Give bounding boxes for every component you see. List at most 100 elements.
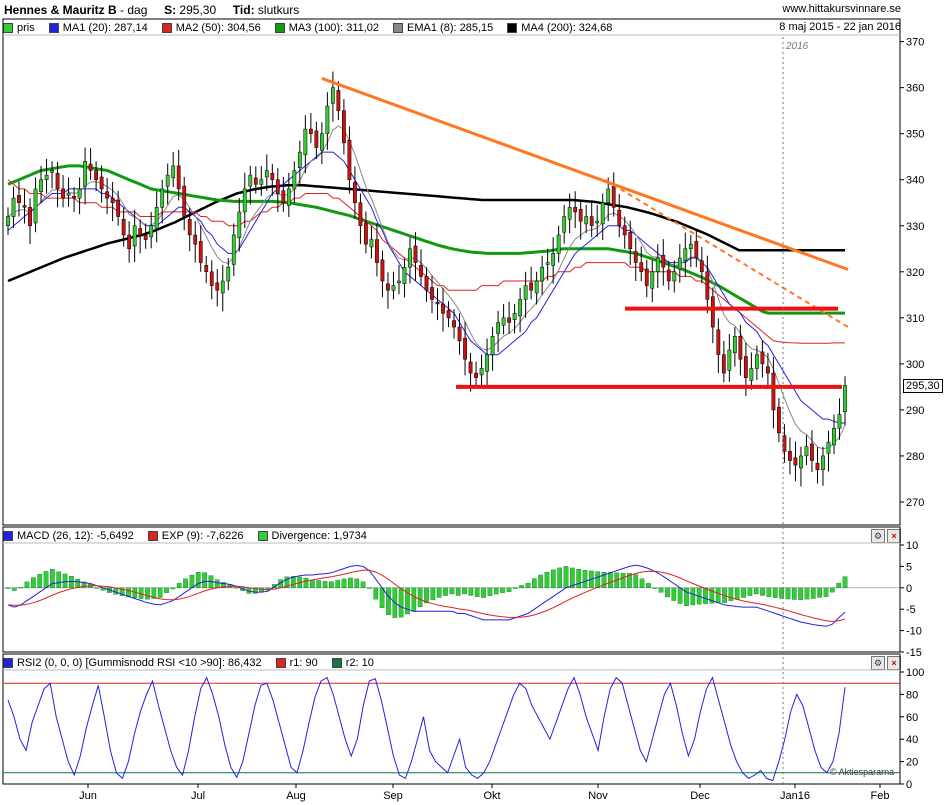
divergence-bar — [75, 578, 81, 588]
site-url[interactable]: www.hittakursvinnare.se — [782, 3, 901, 15]
candle-body — [518, 299, 523, 317]
xtick-label: Feb — [871, 790, 890, 802]
divergence-bar — [671, 587, 677, 601]
legend-label: EMA1 (8): 285,15 — [407, 22, 494, 34]
divergence-bar — [62, 573, 68, 588]
candle-body — [242, 188, 247, 213]
macd-ytick-label: 0 — [906, 583, 912, 595]
legend-label: RSI2 (0, 0, 0) [Gummisnodd RSI <10 >90]:… — [17, 657, 262, 669]
candle-body — [705, 271, 710, 300]
candle-body — [573, 207, 578, 213]
divergence-bar — [329, 581, 334, 588]
candle-body — [127, 234, 132, 250]
candle-body — [562, 216, 567, 233]
legend-label: MA3 (100): 311,02 — [288, 22, 380, 34]
s-label: S: — [164, 3, 177, 17]
candle-body — [799, 455, 803, 469]
candle-body — [683, 248, 688, 261]
candle-body — [584, 216, 589, 225]
divergence-bar — [646, 583, 651, 588]
divergence-bar — [550, 569, 556, 588]
candle-body — [821, 455, 825, 471]
legend-label: pris — [17, 22, 35, 34]
divergence-bar — [531, 578, 537, 588]
candle-body — [286, 188, 291, 206]
divergence-bar — [734, 587, 740, 600]
s-value: 295,30 — [179, 3, 217, 17]
divergence-bar — [829, 587, 835, 593]
rsi-ytick-label: 20 — [906, 757, 918, 769]
divergence-bar — [595, 571, 601, 588]
candle-body — [138, 228, 143, 236]
candle-body — [105, 191, 110, 199]
candle-body — [468, 361, 473, 374]
main-legend-item: MA3 (100): 311,02 — [274, 22, 380, 34]
legend-swatch — [393, 23, 404, 33]
candle-body — [430, 287, 434, 300]
candle-body — [215, 282, 220, 291]
divergence-bar — [290, 576, 296, 588]
candle-body — [22, 205, 27, 208]
divergence-bar — [284, 576, 290, 588]
divergence-bar — [303, 577, 309, 588]
macd-legend-item: Divergence: 1,9734 — [257, 530, 367, 542]
candle-body — [44, 174, 49, 180]
divergence-bar — [766, 587, 772, 597]
main-ytick-label: 310 — [906, 313, 924, 325]
main-legend-item: MA1 (20): 287,14 — [48, 22, 148, 34]
candle-body — [270, 173, 275, 180]
divergence-bar — [728, 587, 734, 601]
candle-body — [545, 262, 550, 265]
macd-ytick-label: 10 — [906, 540, 918, 552]
candle-body — [72, 196, 76, 199]
candle-body — [578, 208, 583, 222]
divergence-bar — [506, 587, 512, 592]
xtick-label: Jan16 — [780, 790, 810, 802]
divergence-bar — [24, 581, 30, 588]
candle-body — [738, 335, 743, 360]
candle-body — [193, 234, 198, 245]
candle-body — [479, 368, 484, 376]
candle-body — [633, 251, 638, 263]
candle-body — [837, 414, 842, 429]
divergence-bar — [779, 587, 784, 599]
legend-label: MA1 (20): 287,14 — [62, 22, 148, 34]
divergence-bar — [620, 572, 626, 588]
divergence-bar — [430, 587, 436, 601]
candle-body — [595, 220, 600, 224]
candle-body — [688, 243, 693, 250]
legend-swatch — [257, 531, 268, 541]
macd-ytick-label: -5 — [906, 604, 916, 616]
divergence-bar — [176, 583, 182, 588]
candle-body — [132, 225, 137, 247]
xtick-label: Dec — [690, 790, 710, 802]
macd-legend-item: EXP (9): -7,6226 — [147, 530, 244, 542]
candle-body — [755, 354, 759, 369]
candle-body — [358, 202, 363, 227]
candle-body — [843, 385, 847, 412]
divergence-bar — [411, 587, 417, 612]
candle-body — [33, 188, 38, 224]
legend-label: r1: 90 — [289, 657, 318, 669]
chart-header: Hennes & Mauritz B - dag S: 295,30 Tid: … — [4, 3, 299, 17]
candle-body — [743, 356, 748, 378]
candle-body — [666, 269, 671, 282]
stock-title: Hennes & Mauritz B — [4, 3, 117, 17]
divergence-bar — [563, 566, 569, 588]
divergence-bar — [322, 581, 328, 588]
candle-body — [353, 182, 357, 203]
candle-body — [485, 354, 489, 372]
signal-line — [7, 569, 846, 623]
candle-body — [749, 368, 754, 381]
divergence-bar — [810, 587, 816, 599]
candle-body — [771, 372, 776, 411]
divergence-bar — [18, 587, 24, 589]
candle-body — [815, 463, 820, 471]
candle-body — [116, 199, 121, 217]
divergence-bar — [798, 587, 803, 601]
candle-body — [319, 133, 324, 151]
macd-legend: MACD (26, 12): -5,6492 EXP (9): -7,6226 Di… — [3, 529, 381, 543]
macd-ytick-label: 5 — [906, 561, 912, 573]
divergence-bar — [214, 579, 220, 588]
